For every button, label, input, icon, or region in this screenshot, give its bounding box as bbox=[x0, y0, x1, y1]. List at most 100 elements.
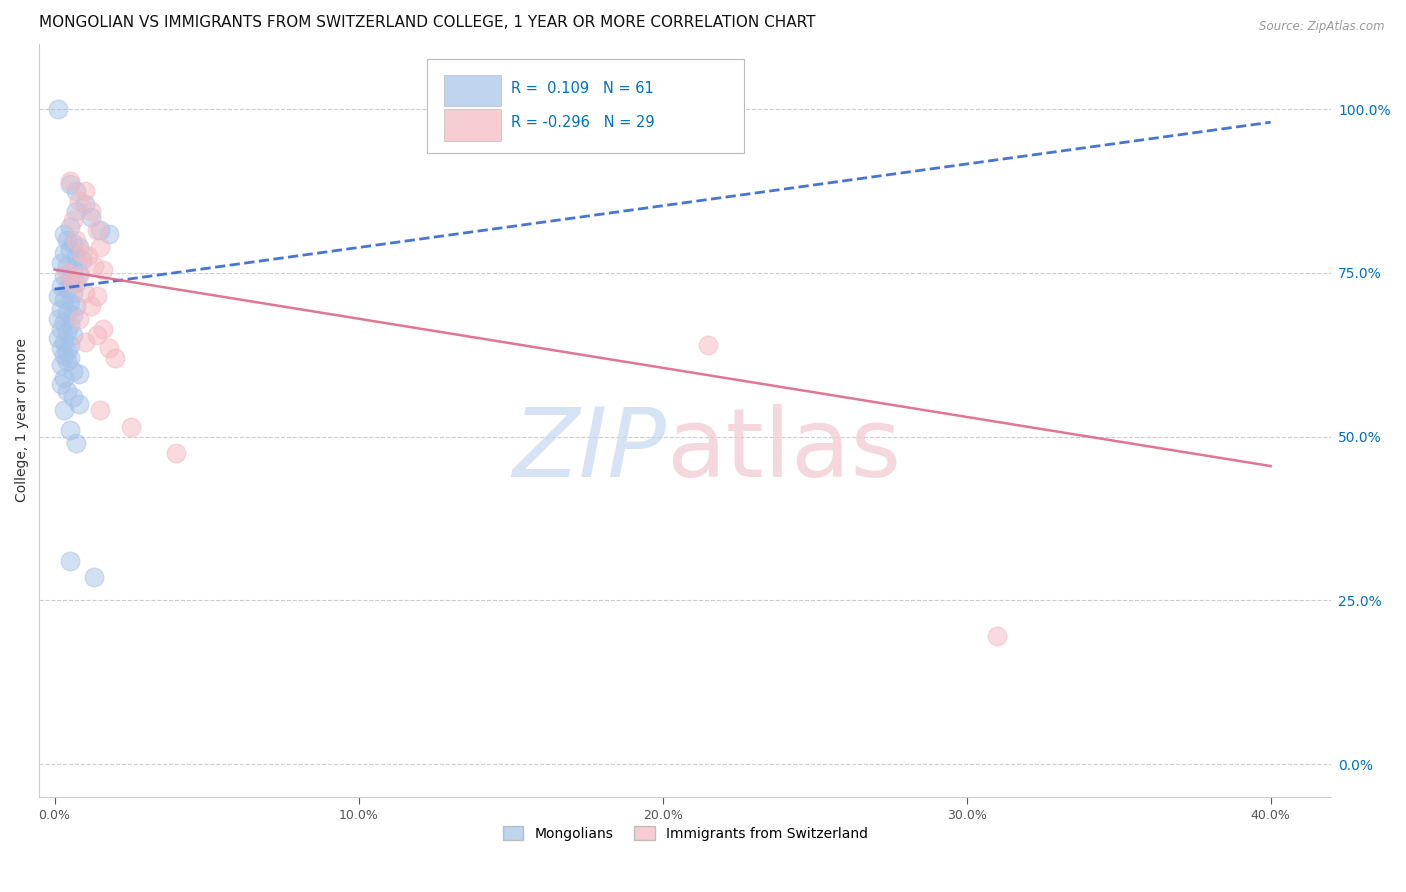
Point bbox=[986, 629, 1008, 643]
Point bbox=[83, 260, 105, 274]
Point bbox=[73, 285, 96, 300]
Point bbox=[91, 262, 114, 277]
Point bbox=[52, 403, 75, 417]
Point bbox=[70, 246, 93, 260]
Text: R =  0.109   N = 61: R = 0.109 N = 61 bbox=[510, 80, 654, 95]
Point bbox=[59, 295, 82, 310]
Point bbox=[86, 223, 108, 237]
Point bbox=[62, 213, 84, 227]
Point bbox=[62, 236, 84, 251]
Point bbox=[697, 338, 720, 352]
Point bbox=[49, 321, 72, 335]
Point bbox=[67, 240, 90, 254]
Point bbox=[52, 269, 75, 284]
Point bbox=[67, 311, 90, 326]
FancyBboxPatch shape bbox=[444, 109, 501, 141]
Point bbox=[98, 341, 121, 355]
Point bbox=[86, 328, 108, 343]
Point bbox=[70, 252, 93, 267]
Point bbox=[59, 351, 82, 365]
Point bbox=[59, 243, 82, 257]
Point bbox=[62, 262, 84, 277]
Point bbox=[80, 211, 103, 225]
Point bbox=[52, 370, 75, 384]
Point bbox=[49, 279, 72, 293]
Text: MONGOLIAN VS IMMIGRANTS FROM SWITZERLAND COLLEGE, 1 YEAR OR MORE CORRELATION CHA: MONGOLIAN VS IMMIGRANTS FROM SWITZERLAND… bbox=[39, 15, 815, 30]
Point bbox=[65, 276, 87, 290]
Point bbox=[65, 250, 87, 264]
Point bbox=[73, 197, 96, 211]
Point bbox=[62, 390, 84, 404]
FancyBboxPatch shape bbox=[444, 75, 501, 106]
Point bbox=[59, 423, 82, 437]
Point bbox=[46, 289, 69, 303]
Point bbox=[52, 315, 75, 329]
Point bbox=[67, 266, 90, 280]
Point bbox=[55, 325, 77, 339]
Point bbox=[55, 260, 77, 274]
Point bbox=[65, 299, 87, 313]
Point bbox=[104, 351, 127, 365]
Point bbox=[55, 282, 77, 296]
Point bbox=[89, 223, 111, 237]
Text: R = -0.296   N = 29: R = -0.296 N = 29 bbox=[510, 115, 655, 130]
Point bbox=[52, 246, 75, 260]
Point bbox=[62, 276, 84, 290]
Point bbox=[55, 354, 77, 368]
FancyBboxPatch shape bbox=[427, 59, 744, 153]
Y-axis label: College, 1 year or more: College, 1 year or more bbox=[15, 338, 30, 502]
Point bbox=[55, 233, 77, 247]
Point bbox=[73, 184, 96, 198]
Point bbox=[73, 334, 96, 349]
Point bbox=[62, 328, 84, 343]
Point bbox=[59, 174, 82, 188]
Text: Source: ZipAtlas.com: Source: ZipAtlas.com bbox=[1260, 20, 1385, 33]
Point bbox=[80, 203, 103, 218]
Point bbox=[65, 203, 87, 218]
Point bbox=[52, 334, 75, 349]
Point bbox=[59, 178, 82, 192]
Point bbox=[83, 570, 105, 584]
Point bbox=[80, 299, 103, 313]
Point bbox=[67, 397, 90, 411]
Point bbox=[62, 364, 84, 378]
Point bbox=[52, 292, 75, 306]
Legend: Mongolians, Immigrants from Switzerland: Mongolians, Immigrants from Switzerland bbox=[498, 821, 873, 847]
Point bbox=[46, 102, 69, 116]
Point bbox=[67, 368, 90, 382]
Point bbox=[49, 341, 72, 355]
Point bbox=[46, 331, 69, 345]
Point bbox=[89, 240, 111, 254]
Point bbox=[59, 318, 82, 333]
Point bbox=[120, 419, 142, 434]
Point bbox=[91, 321, 114, 335]
Point bbox=[67, 269, 90, 284]
Point bbox=[49, 358, 72, 372]
Point bbox=[55, 384, 77, 398]
Point bbox=[62, 309, 84, 323]
Point bbox=[165, 446, 187, 460]
Point bbox=[65, 233, 87, 247]
Point bbox=[65, 184, 87, 198]
Point bbox=[59, 272, 82, 286]
Text: ZIP: ZIP bbox=[512, 404, 666, 497]
Point bbox=[52, 227, 75, 241]
Point bbox=[52, 348, 75, 362]
Point bbox=[67, 194, 90, 208]
Point bbox=[98, 227, 121, 241]
Point bbox=[59, 338, 82, 352]
Text: atlas: atlas bbox=[666, 404, 901, 497]
Point bbox=[55, 266, 77, 280]
Point bbox=[46, 311, 69, 326]
Point bbox=[49, 377, 72, 392]
Point bbox=[55, 344, 77, 359]
Point bbox=[55, 305, 77, 319]
Point bbox=[89, 403, 111, 417]
Point bbox=[77, 250, 100, 264]
Point bbox=[59, 220, 82, 235]
Point bbox=[62, 285, 84, 300]
Point bbox=[59, 554, 82, 568]
Point bbox=[86, 289, 108, 303]
Point bbox=[49, 256, 72, 270]
Point bbox=[65, 436, 87, 450]
